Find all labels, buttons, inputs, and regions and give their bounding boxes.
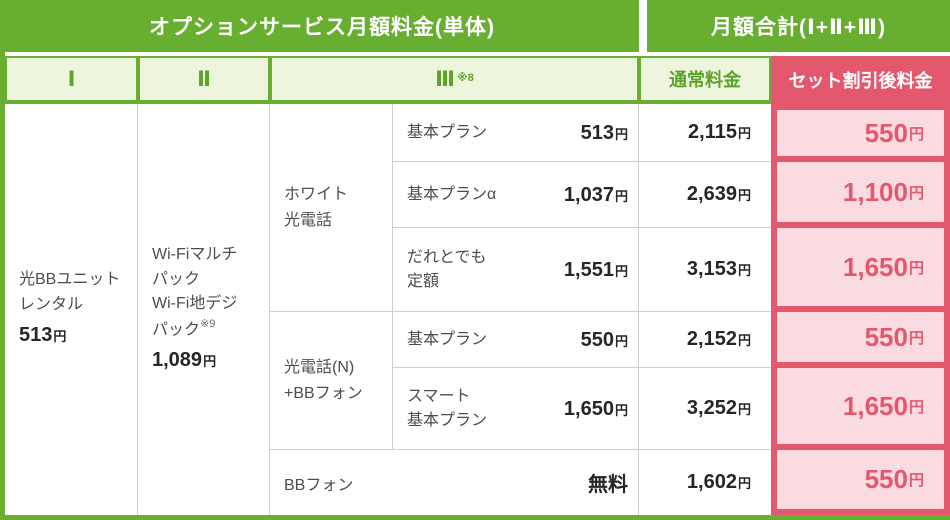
service-wifi-line4: パック※9 <box>152 318 216 339</box>
service-wifi-price: 1,089円 <box>152 349 217 372</box>
subheader-normal-price: 通常料金 <box>639 56 771 104</box>
plan-price: 1,650円 <box>563 397 628 420</box>
subheader-col-i-label: Ⅰ <box>67 67 76 91</box>
plan-price: 1,037円 <box>563 183 628 206</box>
service-wifi-line1: Wi-Fiマルチ <box>152 245 238 263</box>
subheader-col-ii: Ⅱ <box>138 56 270 104</box>
service-bb-unit-line1: 光BBユニット <box>19 271 121 289</box>
subheader-col-iii: Ⅲ ※8 <box>270 56 639 104</box>
subheader-discount-price: セット割引後料金 <box>771 56 950 104</box>
service-wifi-footnote: ※9 <box>200 318 216 331</box>
header-option-service-title: オプションサービス月額料金(単体) <box>5 0 639 52</box>
discount-price-cell: 1,650 円 <box>771 228 950 312</box>
normal-price-cell: 3,252 円 <box>639 368 771 450</box>
plan-name: だれとでも 定額 <box>407 248 487 290</box>
plan-name: 基本プラン <box>407 123 488 141</box>
discount-price-cell: 1,650 円 <box>771 368 950 450</box>
plan-name: 基本プラン <box>407 330 488 348</box>
plan-cell-bbphone: BBフォン 無料 <box>270 450 639 515</box>
plan-price: 513円 <box>580 121 628 144</box>
discount-price-cell: 550 円 <box>771 450 950 515</box>
normal-price-cell: 2,115 円 <box>639 104 771 162</box>
group-hikari-n-line2: +BBフォン <box>284 384 363 402</box>
plan-price: 1,551円 <box>563 258 628 281</box>
header-right-label: 月額合計(Ⅰ+Ⅱ+Ⅲ) <box>710 16 886 39</box>
plan-price: 550円 <box>580 328 628 351</box>
plan-name: BBフォン <box>284 476 354 494</box>
normal-price-cell: 2,639 円 <box>639 162 771 228</box>
subheader-col-iii-label: Ⅲ <box>435 67 456 91</box>
service-bb-unit-price: 513円 <box>19 323 67 346</box>
normal-price-cell: 3,153 円 <box>639 228 771 312</box>
header-monthly-total-title: 月額合計(Ⅰ+Ⅱ+Ⅲ) <box>639 0 950 52</box>
plan-price: 無料 <box>588 474 628 496</box>
normal-price-cell: 1,602 円 <box>639 450 771 515</box>
discount-price-cell: 1,100 円 <box>771 162 950 228</box>
subheader-col-i: Ⅰ <box>5 56 138 104</box>
discount-price-cell: 550 円 <box>771 104 950 162</box>
plan-cell-daretodemo: だれとでも 定額 1,551円 <box>393 228 639 312</box>
group-hikari-denwa-n-cell: 光電話(N) +BBフォン <box>270 312 393 450</box>
subheader-normal-price-label: 通常料金 <box>669 70 741 90</box>
group-white-hikari-line1: ホワイト <box>284 185 349 203</box>
subheader-col-iii-footnote: ※8 <box>457 71 474 84</box>
group-white-hikari-denwa-cell: ホワイト 光電話 <box>270 104 393 312</box>
subheader-discount-price-label: セット割引後料金 <box>788 71 933 91</box>
group-hikari-n-line1: 光電話(N) <box>284 358 355 376</box>
subheader-col-ii-label: Ⅱ <box>197 67 211 91</box>
header-left-label: オプションサービス月額料金(単体) <box>149 16 495 39</box>
plan-cell-basic-alpha: 基本プランα 1,037円 <box>393 162 639 228</box>
service-wifi-line2: パック <box>152 270 201 288</box>
plan-cell-basic: 基本プラン 513円 <box>393 104 639 162</box>
service-bb-unit-rental-cell: 光BBユニット レンタル 513円 <box>5 104 138 515</box>
service-wifi-line3: Wi-Fi地デジ <box>152 295 238 313</box>
plan-name: 基本プランα <box>407 185 497 203</box>
service-wifi-pack-cell: Wi-Fiマルチ パック Wi-Fi地デジ パック※9 1,089円 <box>138 104 270 515</box>
discount-price-cell: 550 円 <box>771 312 950 368</box>
normal-price-cell: 2,152 円 <box>639 312 771 368</box>
plan-cell-smart-basic: スマート 基本プラン 1,650円 <box>393 368 639 450</box>
plan-name: スマート 基本プラン <box>407 387 488 429</box>
group-white-hikari-line2: 光電話 <box>284 211 333 229</box>
service-bb-unit-line2: レンタル <box>19 296 84 313</box>
plan-cell-basic-n: 基本プラン 550円 <box>393 312 639 368</box>
